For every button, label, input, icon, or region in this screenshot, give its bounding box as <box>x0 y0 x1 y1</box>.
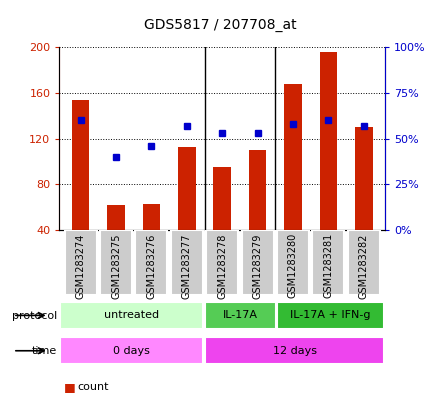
Text: time: time <box>32 346 57 356</box>
Bar <box>60 302 203 329</box>
Text: IL-17A + IFN-g: IL-17A + IFN-g <box>290 310 371 320</box>
Bar <box>72 100 89 230</box>
Bar <box>65 230 96 295</box>
Text: IL-17A: IL-17A <box>223 310 258 320</box>
Text: GSM1283275: GSM1283275 <box>111 233 121 299</box>
Bar <box>60 338 203 364</box>
Bar <box>348 230 380 295</box>
Text: 0 days: 0 days <box>114 346 150 356</box>
Text: ■: ■ <box>64 380 76 393</box>
Text: GDS5817 / 207708_at: GDS5817 / 207708_at <box>144 18 296 32</box>
Text: GSM1283276: GSM1283276 <box>147 233 156 299</box>
Text: GSM1283277: GSM1283277 <box>182 233 192 299</box>
Bar <box>136 230 167 295</box>
Text: untreated: untreated <box>104 310 159 320</box>
Text: GSM1283282: GSM1283282 <box>359 233 369 299</box>
Text: GSM1283279: GSM1283279 <box>253 233 263 299</box>
Text: GSM1283281: GSM1283281 <box>323 233 334 298</box>
Bar <box>213 167 231 230</box>
Bar <box>178 147 196 230</box>
Bar <box>312 230 345 295</box>
Bar <box>277 230 309 295</box>
Text: GSM1283274: GSM1283274 <box>76 233 86 299</box>
Text: 12 days: 12 days <box>272 346 316 356</box>
Bar <box>205 338 384 364</box>
Text: GSM1283278: GSM1283278 <box>217 233 227 299</box>
Bar <box>249 150 267 230</box>
Bar <box>319 52 337 230</box>
Bar <box>284 84 302 230</box>
Bar <box>242 230 274 295</box>
Bar <box>143 204 160 230</box>
Bar <box>355 127 373 230</box>
Bar <box>277 302 384 329</box>
Bar <box>206 230 238 295</box>
Bar <box>171 230 203 295</box>
Text: count: count <box>77 382 109 392</box>
Bar <box>205 302 276 329</box>
Text: protocol: protocol <box>12 310 57 321</box>
Text: GSM1283280: GSM1283280 <box>288 233 298 298</box>
Bar <box>107 205 125 230</box>
Bar <box>100 230 132 295</box>
